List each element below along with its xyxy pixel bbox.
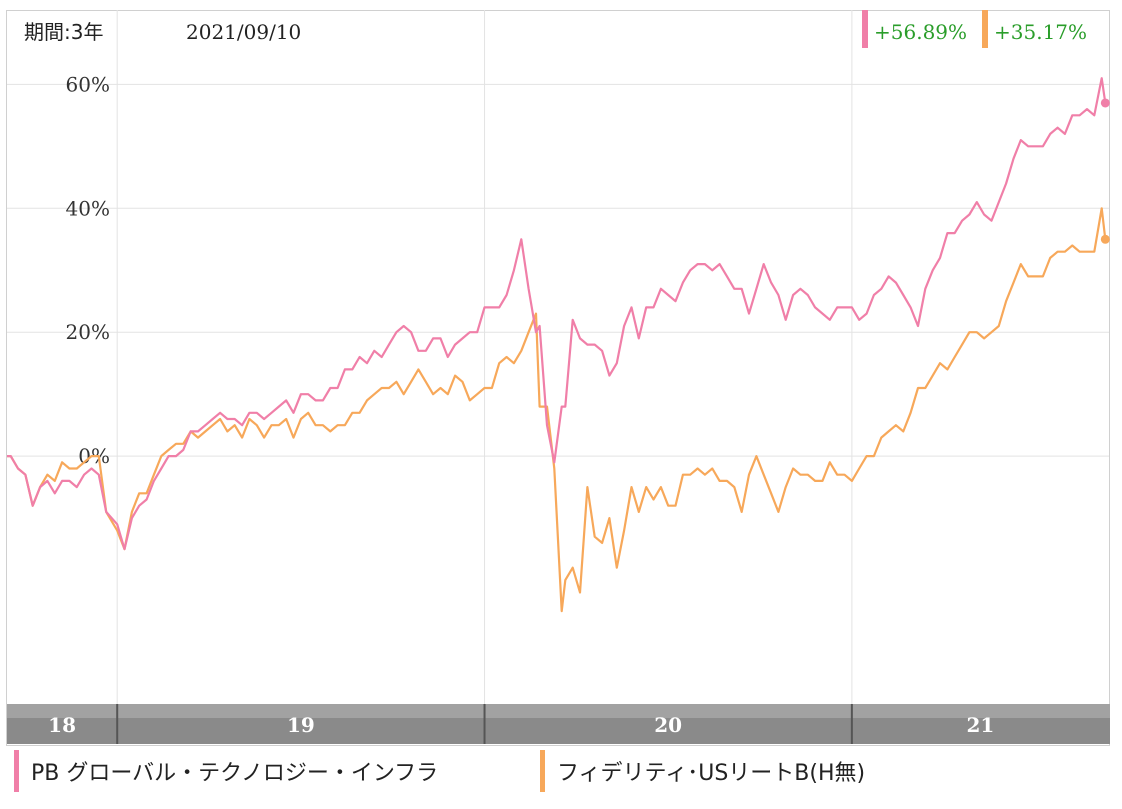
legend-label: PB グローバル・テクノロジー・インフラ <box>31 761 439 786</box>
y-axis-ticks: 0%20%40%60% <box>66 72 110 468</box>
year-label: 21 <box>967 713 995 737</box>
year-axis: 18 19 20 21 <box>48 704 994 744</box>
series-1-end-marker <box>1100 234 1110 244</box>
series-0-return: +56.89% <box>874 20 967 44</box>
series-1-return-swatch <box>982 10 988 48</box>
period-label: 期間:3年 <box>24 20 103 44</box>
year-axis-highlight <box>7 704 1110 718</box>
series-0-line <box>7 77 1107 551</box>
y-tick-label: 40% <box>66 196 110 220</box>
legend-swatch <box>540 750 545 792</box>
date-label: 2021/09/10 <box>186 20 301 44</box>
y-tick-label: 20% <box>66 320 110 344</box>
legend-item-series-0: PB グローバル・テクノロジー・インフラ <box>14 748 438 794</box>
year-label: 19 <box>287 713 315 737</box>
legend-swatch <box>14 750 19 792</box>
legend-item-series-1: フィデリティ･USリートB(H無) <box>540 748 865 794</box>
grid-lines <box>7 10 1109 704</box>
series-0-return-swatch <box>862 10 868 48</box>
y-tick-label: 60% <box>66 72 110 96</box>
year-label: 20 <box>654 713 682 737</box>
plot-frame <box>6 10 1110 746</box>
series-0-end-marker <box>1100 98 1110 108</box>
year-label: 18 <box>48 713 76 737</box>
legend-label: フィデリティ･USリートB(H無) <box>557 761 866 786</box>
series-lines <box>7 77 1110 613</box>
series-1-return: +35.17% <box>994 20 1087 44</box>
